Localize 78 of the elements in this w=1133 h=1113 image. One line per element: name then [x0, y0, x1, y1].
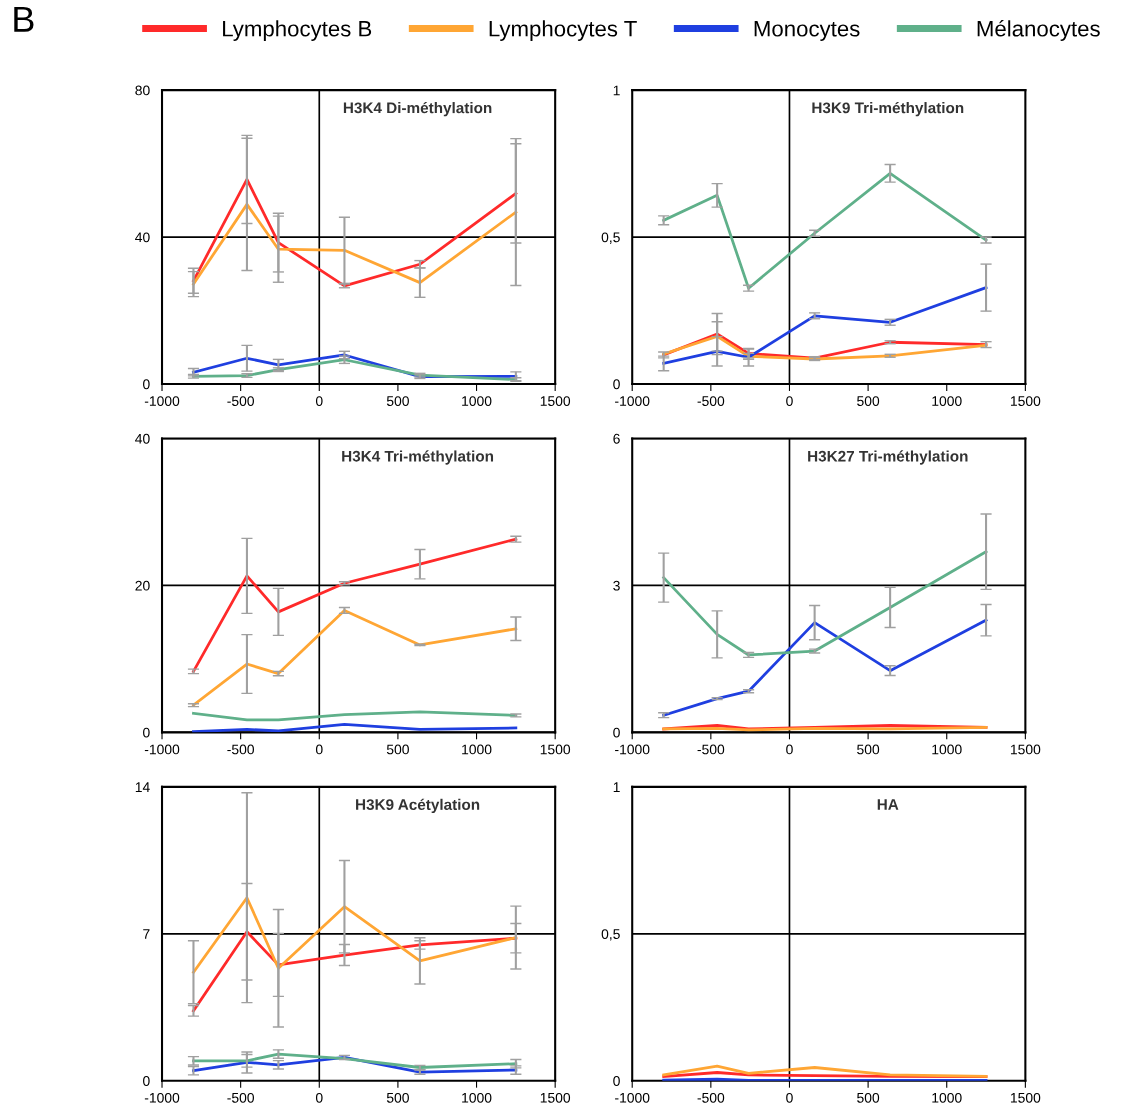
text: HA [877, 799, 899, 810]
y-tick-label: 0 [143, 727, 150, 738]
x-tick-label: 0 [786, 396, 793, 406]
line-series [662, 550, 988, 657]
line-series [192, 178, 518, 288]
x-tick-label: 1000 [462, 744, 492, 755]
x-tick-label: 500 [857, 396, 880, 406]
line-series [662, 618, 988, 717]
y-tick-label: 0 [143, 379, 150, 390]
y-tick-label: 0 [143, 1076, 150, 1086]
x-tick-label: 1000 [932, 744, 962, 755]
x-tick-label: 0 [786, 1092, 793, 1103]
x-tick-label: 500 [386, 396, 409, 406]
y-tick-label: 40 [135, 433, 150, 444]
x-tick-label: 1500 [1010, 396, 1041, 406]
x-tick-label: -1000 [615, 396, 650, 406]
legend-label: Lymphocytes B [223, 20, 372, 41]
line-series [662, 286, 988, 365]
line-series [192, 710, 518, 722]
y-tick-label: 0,5 [601, 929, 620, 941]
legend-label: Mélanocytes [977, 20, 1100, 41]
line-series [662, 171, 988, 290]
y-tick-label: 7 [143, 929, 150, 939]
line-series [192, 1052, 518, 1069]
x-tick-label: -500 [227, 396, 255, 406]
line-series [192, 609, 518, 707]
x-tick-label: -1000 [144, 744, 180, 755]
x-tick-label: 0 [315, 396, 323, 406]
text: H3K9 Acétylation [356, 798, 480, 814]
x-tick-label: 1500 [540, 396, 571, 406]
x-tick-label: 0 [315, 1092, 323, 1103]
text: H3K4 Di-méthylation [343, 101, 492, 117]
x-tick-label: 500 [386, 1092, 409, 1103]
line-series [192, 722, 518, 733]
x-tick-label: 1500 [540, 1092, 571, 1103]
y-tick-label: 6 [613, 433, 620, 444]
y-tick-label: 1 [613, 85, 620, 96]
line-series [192, 537, 518, 673]
y-tick-label: 80 [135, 85, 150, 96]
legend-label: Monocytes [754, 21, 860, 41]
x-tick-label: -500 [227, 1092, 255, 1103]
y-tick-label: 3 [613, 580, 620, 591]
x-tick-label: 1500 [540, 744, 571, 755]
x-tick-label: 1000 [462, 396, 492, 406]
x-tick-label: 1000 [932, 396, 962, 406]
line-series [662, 1064, 988, 1078]
x-tick-label: 500 [857, 744, 880, 755]
x-tick-label: -1000 [144, 396, 180, 406]
line-series [192, 896, 518, 974]
x-tick-label: 0 [315, 744, 323, 755]
text: H3K4 Tri-méthylation [342, 450, 494, 465]
y-tick-label: 0 [613, 1076, 620, 1086]
x-tick-label: -500 [697, 744, 725, 755]
x-tick-label: 500 [386, 744, 409, 755]
x-tick-label: 1000 [932, 1092, 962, 1103]
y-tick-label: 14 [135, 782, 150, 792]
x-tick-label: -500 [227, 744, 255, 755]
text: H3K9 Tri-méthylation [812, 101, 964, 117]
x-tick-label: -1000 [615, 744, 650, 755]
x-tick-label: 1500 [1010, 1092, 1041, 1103]
y-tick-label: 0 [613, 379, 620, 390]
x-tick-label: -500 [697, 1092, 725, 1103]
x-tick-label: -1000 [144, 1092, 180, 1103]
legend-label: Lymphocytes T [489, 20, 637, 41]
x-tick-label: 1500 [1010, 744, 1041, 755]
x-tick-label: 500 [857, 1092, 880, 1103]
x-tick-label: -500 [697, 396, 725, 406]
text: B [14, 6, 34, 32]
x-tick-label: 1000 [462, 1092, 492, 1103]
y-tick-label: 0 [613, 727, 620, 738]
text: H3K27 Tri-méthylation [808, 450, 968, 465]
x-tick-label: -1000 [615, 1092, 650, 1103]
x-tick-label: 0 [786, 744, 793, 755]
y-tick-label: 20 [135, 580, 150, 591]
y-tick-label: 0,5 [601, 232, 620, 244]
line-series [192, 202, 518, 286]
y-tick-label: 40 [135, 232, 150, 243]
y-tick-label: 1 [613, 782, 620, 792]
